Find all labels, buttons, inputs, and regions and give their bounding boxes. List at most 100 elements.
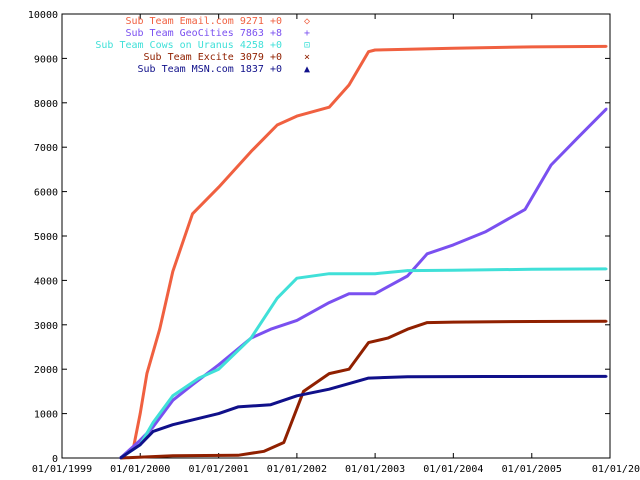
series-1-point xyxy=(425,252,429,255)
y-tick-label: 7000 xyxy=(34,143,58,154)
x-tick-label: 01/01/20 xyxy=(592,464,640,475)
series-line-4 xyxy=(119,374,607,460)
series-2-point xyxy=(452,268,455,272)
series-3-point xyxy=(328,372,331,375)
series-3-point xyxy=(605,320,608,323)
series-1-point xyxy=(217,363,220,366)
series-3-point xyxy=(367,341,370,344)
series-2-point xyxy=(217,368,220,371)
series-0-point xyxy=(452,46,455,50)
x-tick-label: 01/01/2005 xyxy=(502,464,562,475)
series-3-point xyxy=(282,441,286,444)
series-3-point xyxy=(530,320,533,323)
series-0-point xyxy=(145,372,149,375)
series-4-point xyxy=(139,443,142,446)
series-1-point xyxy=(373,292,377,295)
series-0-point xyxy=(373,48,377,52)
series-4-point xyxy=(171,423,175,426)
series-0-point xyxy=(171,270,175,273)
y-tick-label: 0 xyxy=(52,454,58,465)
series-1-point xyxy=(171,399,175,402)
series-4-point xyxy=(367,376,370,380)
series-0-point xyxy=(139,412,142,415)
series-0-point xyxy=(249,150,253,153)
series-1-point xyxy=(295,319,299,322)
series-0-point xyxy=(530,45,533,49)
series-0-point xyxy=(191,212,194,215)
series-4-point xyxy=(269,403,272,406)
series-4-point xyxy=(605,375,608,378)
y-tick-label: 8000 xyxy=(34,99,58,110)
legend-label-3: Sub Team Excite 3079 +0 xyxy=(144,52,282,63)
legend-marker-4: ▲ xyxy=(304,64,310,75)
series-4-point xyxy=(406,375,409,378)
series-1-point xyxy=(347,292,351,295)
series-1-point xyxy=(328,301,331,304)
series-3-point xyxy=(262,450,266,453)
series-3-point xyxy=(452,320,455,324)
legend: Sub Team Email.com 9271 +0 ◇ Sub Team GeoC… xyxy=(95,16,310,75)
series-1-point xyxy=(549,163,553,167)
series-1-point xyxy=(484,230,488,233)
y-axis: 0 1000 2000 3000 4000 5000 6000 7000 8000 9000 100… xyxy=(28,10,610,465)
series-line-3 xyxy=(120,319,607,460)
x-tick-label: 01/01/2003 xyxy=(345,464,405,475)
y-tick-label: 2000 xyxy=(34,365,58,376)
series-1-point xyxy=(406,274,409,278)
series-3-point xyxy=(347,368,351,371)
series-4-point xyxy=(328,387,331,391)
x-tick-label: 01/01/2004 xyxy=(423,464,483,475)
legend-marker-2: ⊡ xyxy=(304,40,310,51)
series-2-point xyxy=(249,336,253,340)
y-tick-label: 9000 xyxy=(34,54,58,65)
y-tick-label: 4000 xyxy=(34,276,58,287)
x-tick-label: 01/01/2001 xyxy=(189,464,249,475)
series-2-point xyxy=(328,272,331,275)
series-4-point xyxy=(151,430,155,433)
series-2-point xyxy=(605,267,608,271)
series-2-point xyxy=(197,376,201,380)
series-1-point xyxy=(523,208,527,211)
y-tick-label: 10000 xyxy=(28,10,58,21)
x-tick-label: 01/01/2000 xyxy=(110,464,170,475)
legend-label-2: Sub Team Cows on Uranus 4258 +0 xyxy=(95,40,282,51)
x-axis: 01/01/1999 01/01/2000 01/01/2001 01/01/2002… xyxy=(32,14,640,475)
legend-marker-1: + xyxy=(304,28,310,39)
legend-label-4: Sub Team MSN.com 1837 +0 xyxy=(138,64,283,75)
x-tick-label: 01/01/2002 xyxy=(267,464,327,475)
series-2-point xyxy=(171,394,175,398)
series-2-point xyxy=(406,269,409,272)
y-tick-label: 5000 xyxy=(34,232,58,243)
series-0-point xyxy=(367,50,370,53)
series-3-point xyxy=(406,328,409,331)
series-3-point xyxy=(171,454,175,457)
series-3-point xyxy=(425,321,429,324)
x-tick-label: 01/01/1999 xyxy=(32,464,92,475)
series-4-point xyxy=(119,456,122,460)
series-0-point xyxy=(347,83,351,87)
series-4-point xyxy=(236,405,240,409)
series-3-point xyxy=(302,390,305,393)
series-0-point xyxy=(295,114,299,118)
series-line-2 xyxy=(119,267,607,460)
series-line-1 xyxy=(119,107,608,460)
series-2-point xyxy=(530,268,533,271)
series-2-point xyxy=(295,276,299,280)
series-1-point xyxy=(576,137,579,140)
y-tick-label: 1000 xyxy=(34,410,58,421)
legend-label-0: Sub Team Email.com 9271 +0 xyxy=(125,16,282,27)
series-2-point xyxy=(373,272,377,275)
series-line-0 xyxy=(119,44,607,460)
series-layer xyxy=(119,44,608,460)
series-0-point xyxy=(217,185,220,189)
series-3-point xyxy=(236,454,240,457)
series-0-point xyxy=(158,328,161,331)
series-2-point xyxy=(275,296,279,300)
legend-label-1: Sub Team GeoCities 7863 +8 xyxy=(125,28,282,39)
series-1-point xyxy=(605,107,608,111)
y-tick-label: 6000 xyxy=(34,188,58,199)
legend-marker-3: × xyxy=(304,52,310,63)
series-3-point xyxy=(386,336,389,340)
series-0-point xyxy=(275,123,279,127)
